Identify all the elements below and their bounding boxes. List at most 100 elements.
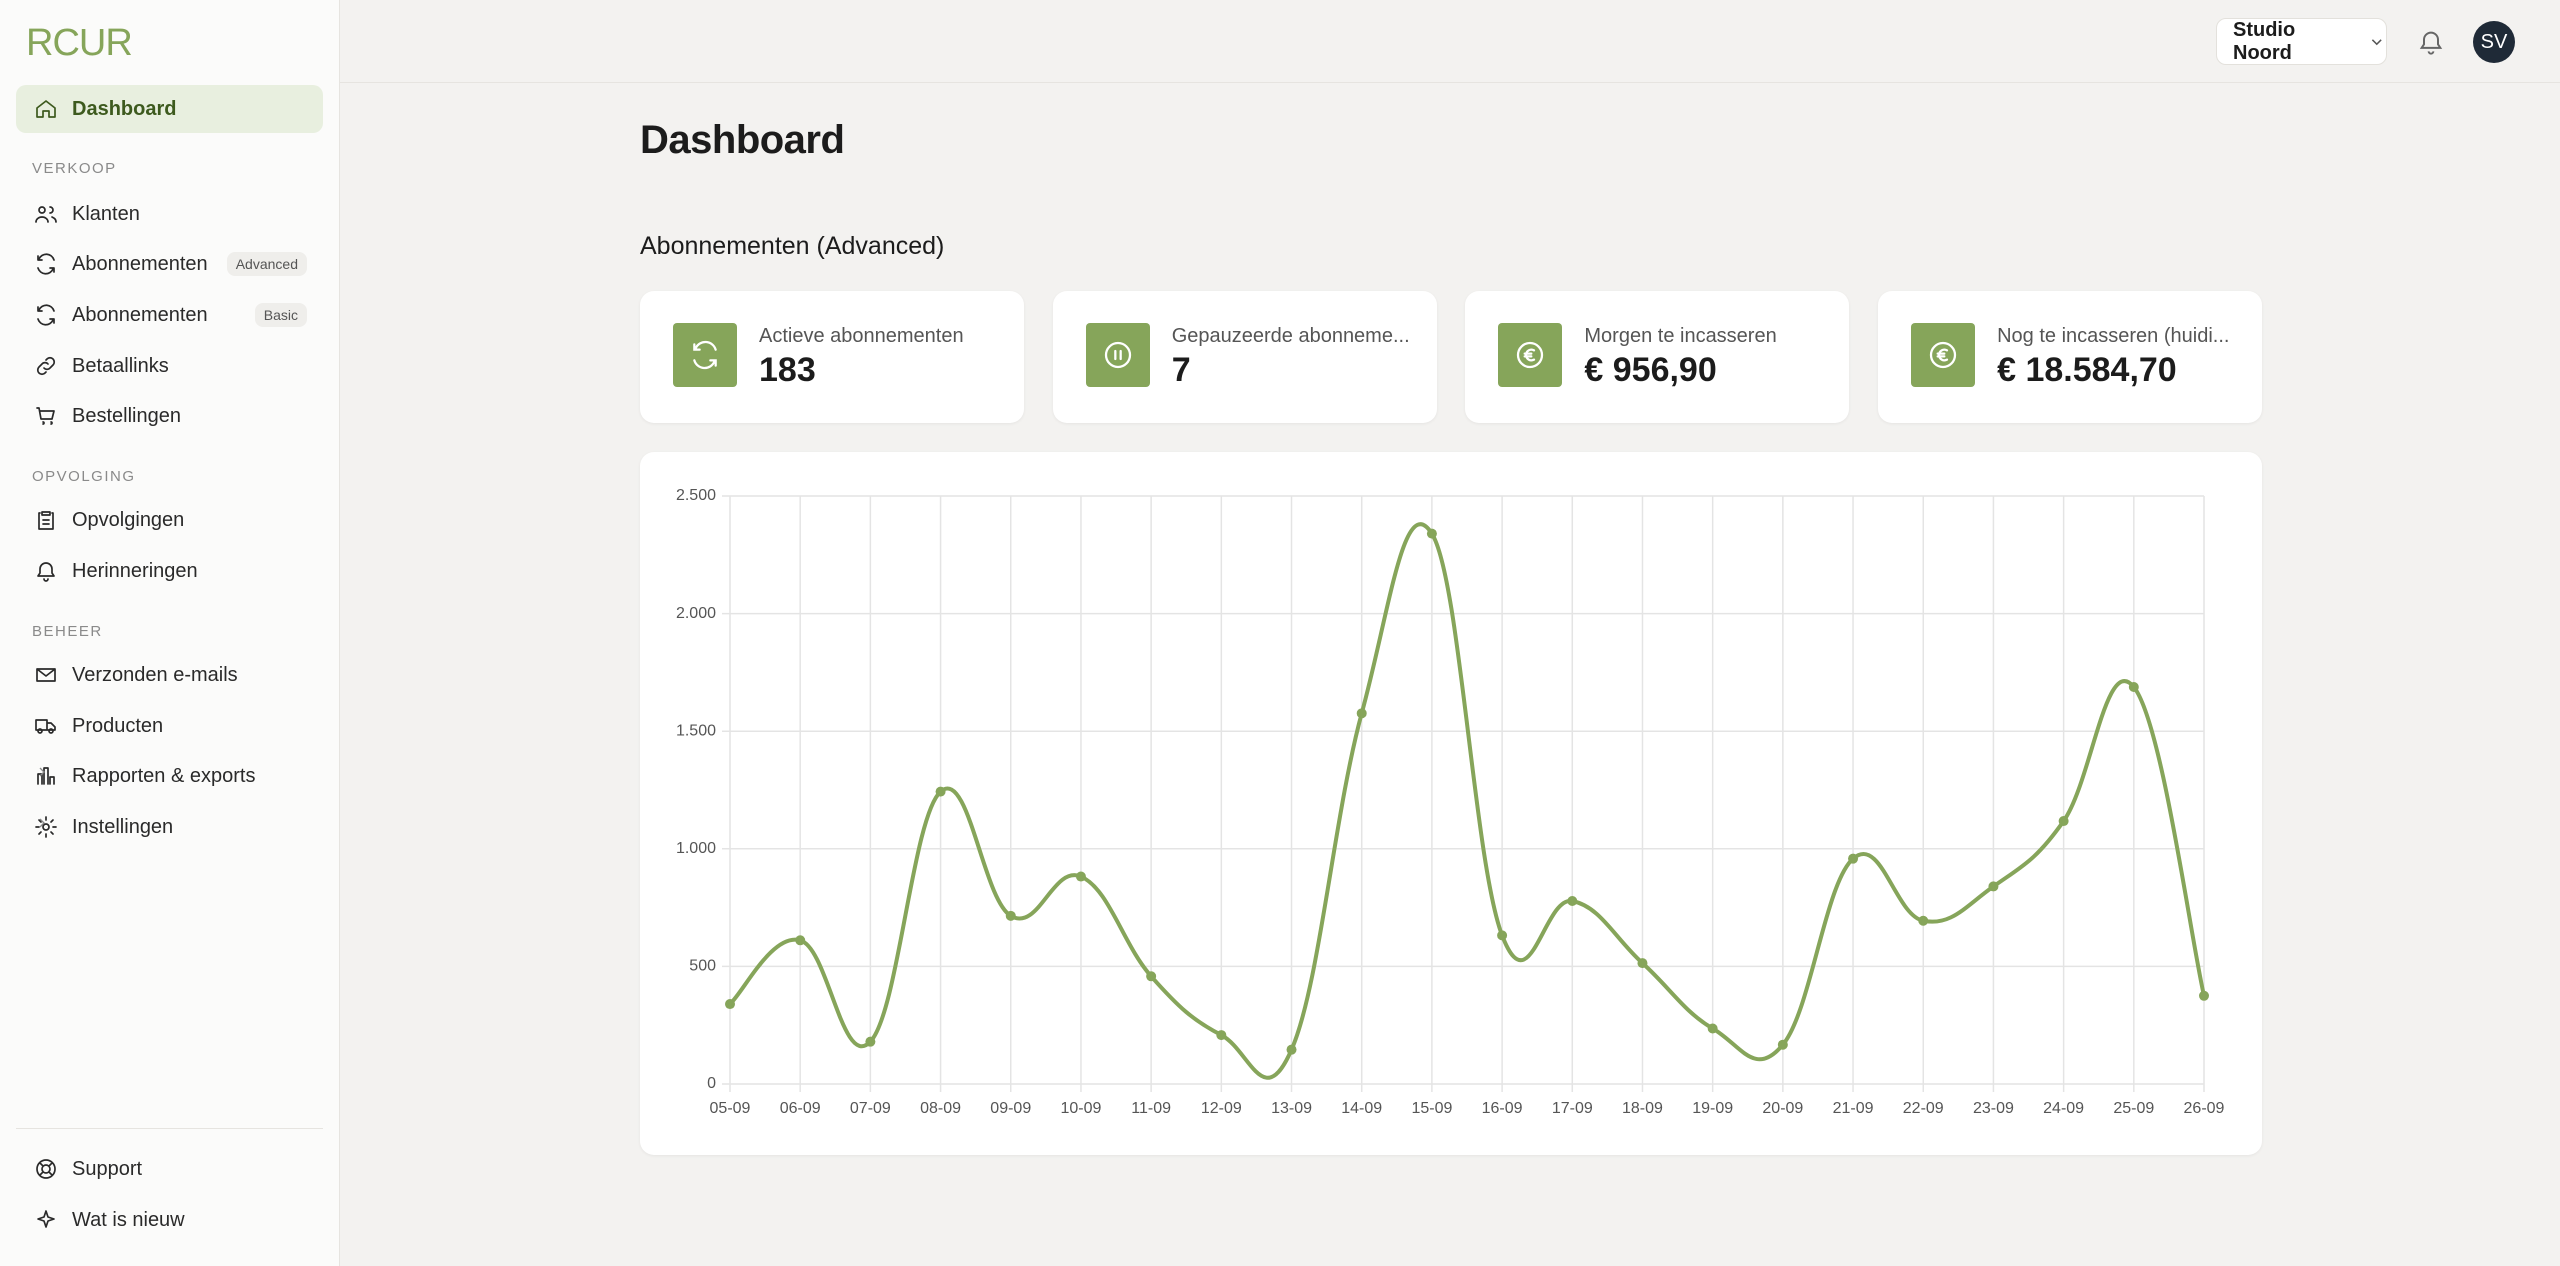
icon: [36, 1159, 56, 1179]
card-value: € 956,90: [1584, 351, 1717, 389]
nav-section-title: VERKOOP: [32, 160, 117, 177]
card-label: Gepauzeerde abonneme...: [1171, 325, 1410, 347]
nav-item[interactable]: Producten: [16, 702, 323, 750]
point: [1637, 958, 1648, 969]
point: [1075, 871, 1086, 882]
stat-card: Gepauzeerde abonneme... 7: [1052, 291, 1437, 423]
nav-item[interactable]: Verzonden e-mails: [16, 651, 323, 699]
nav-item[interactable]: Abonnementen Basic: [16, 291, 323, 339]
chart: 0 500 1.000 1.500 2.000 2.500 05-09 06-09 07-09 0…: [676, 487, 2225, 1117]
nav-item[interactable]: Opvolgingen: [16, 496, 323, 544]
icon: [37, 767, 55, 785]
point: [1918, 915, 1929, 926]
icon: [37, 562, 55, 582]
point: [725, 999, 735, 1010]
avatar[interactable]: SV: [2473, 21, 2515, 63]
point: [1426, 528, 1437, 539]
x-tick-label: 14-09: [1341, 1100, 1382, 1117]
nav-badge: Advanced: [226, 252, 307, 276]
card-value: 183: [759, 351, 816, 389]
x-tick-label: 12-09: [1201, 1100, 1242, 1117]
x-tick-label: 17-09: [1552, 1100, 1593, 1117]
nav-label: Herinneringen: [72, 559, 198, 582]
workspace-switcher[interactable]: Studio Noord: [2216, 18, 2387, 65]
workspace-name: Studio Noord: [2233, 18, 2296, 64]
point: [1567, 896, 1578, 907]
point: [1777, 1039, 1788, 1050]
chevron: [39, 818, 45, 828]
nav-item[interactable]: Herinneringen: [16, 547, 323, 595]
nav-label: Abonnementen: [72, 252, 208, 275]
icon: [35, 816, 57, 838]
nav-label: Opvolgingen: [72, 508, 185, 531]
nav-label: Bestellingen: [72, 404, 181, 427]
chart-card: 0 500 1.000 1.500 2.000 2.500 05-09 06-09 07-09 0…: [640, 452, 2262, 1155]
x-tick-label: 24-09: [2043, 1100, 2084, 1117]
page-title: Dashboard: [640, 118, 845, 162]
y-tick-label: 1.000: [676, 840, 716, 857]
card-icon: [1085, 323, 1150, 387]
nav-label: Dashboard: [72, 97, 177, 120]
line: [728, 522, 2206, 1080]
x-tick-label: 10-09: [1060, 1100, 1101, 1117]
nav-item[interactable]: Instellingen: [16, 803, 323, 851]
header: [340, 0, 2560, 83]
nav-item[interactable]: Wat is nieuw: [16, 1196, 323, 1244]
x-tick-label: 20-09: [1762, 1100, 1803, 1117]
nav-item[interactable]: Dashboard: [16, 85, 323, 133]
point: [795, 935, 806, 946]
point: [935, 786, 946, 797]
x-tick-label: 26-09: [2184, 1100, 2225, 1117]
nav-label: Rapporten & exports: [72, 764, 256, 787]
point: [2128, 681, 2139, 692]
nav-item[interactable]: Rapporten & exports: [16, 752, 323, 800]
point: [1146, 971, 1157, 982]
nav-label: Wat is nieuw: [72, 1208, 185, 1231]
stat-card: Actieve abonnementen 183: [640, 291, 1024, 423]
nav-item[interactable]: Betaallinks: [16, 342, 323, 390]
icon: [36, 356, 56, 376]
bell-icon[interactable]: [2417, 28, 2445, 56]
icon: [35, 719, 56, 734]
nav-item[interactable]: Klanten: [16, 190, 323, 238]
nav-label: Instellingen: [72, 815, 174, 838]
icon: [37, 253, 55, 275]
logo: RCUR: [26, 22, 133, 64]
divider: [16, 1128, 323, 1129]
nav-section-title: OPVOLGING: [32, 468, 136, 485]
card-value: 7: [1171, 351, 1191, 389]
chevron: [39, 767, 45, 777]
card-icon: [673, 323, 737, 387]
y-tick-label: 1.500: [676, 722, 716, 739]
x-tick-label: 16-09: [1482, 1100, 1523, 1117]
sidebar: RCUR Dashboard VERKOOP Klanten Abonnementen…: [0, 0, 340, 1266]
x-tick-label: 23-09: [1973, 1100, 2014, 1117]
nav-badge: Basic: [254, 303, 307, 327]
point: [1848, 853, 1859, 864]
nav-label: Betaallinks: [72, 354, 169, 377]
x-tick-label: 06-09: [780, 1100, 821, 1117]
section-title: Abonnementen (Advanced): [640, 232, 945, 260]
stat-card: Morgen te incasseren € 956,90: [1465, 291, 1850, 423]
icon: [36, 100, 56, 118]
y-tick-label: 2.500: [676, 487, 716, 504]
x-tick-label: 13-09: [1271, 1100, 1312, 1117]
point: [1988, 881, 1999, 892]
x-tick-label: 15-09: [1411, 1100, 1452, 1117]
point: [865, 1036, 876, 1047]
x-tick-label: 18-09: [1622, 1100, 1663, 1117]
card-icon: [1498, 323, 1563, 387]
nav-item[interactable]: Bestellingen: [16, 392, 323, 440]
card-label: Morgen te incasseren: [1584, 325, 1777, 347]
y-tick-label: 0: [707, 1075, 716, 1092]
x-tick-label: 05-09: [710, 1100, 751, 1117]
nav-item[interactable]: Support: [16, 1145, 323, 1193]
nav-item[interactable]: Abonnementen Advanced: [16, 240, 323, 288]
icon: [37, 1210, 55, 1228]
card-label: Actieve abonnementen: [759, 325, 964, 347]
x-tick-label: 19-09: [1692, 1100, 1733, 1117]
x-tick-label: 09-09: [990, 1100, 1031, 1117]
y-tick-label: 2.000: [676, 605, 716, 622]
card-label: Nog te incasseren (huidi...: [1997, 325, 2230, 347]
icon: [36, 668, 56, 682]
